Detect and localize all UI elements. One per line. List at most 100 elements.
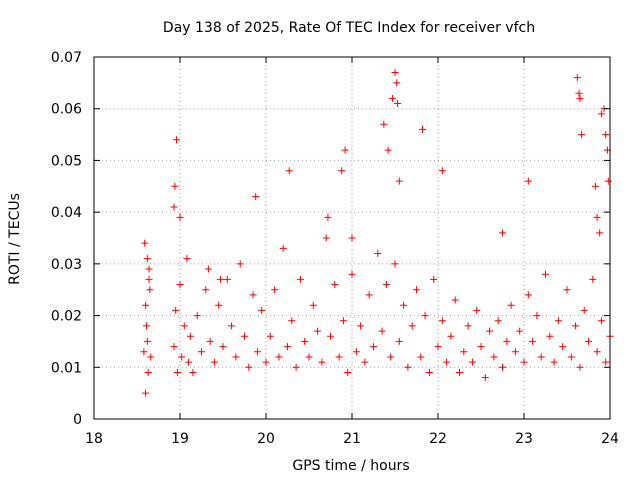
data-point: [180, 322, 188, 330]
y-axis-tick-labels: 0 0.01 0.02 0.03 0.04 0.05 0.06 0.07: [51, 50, 82, 428]
data-point: [604, 177, 612, 185]
data-point: [344, 368, 352, 376]
y-tick-label: 0.04: [51, 205, 82, 221]
data-point: [593, 213, 601, 221]
data-point: [142, 301, 150, 309]
data-point: [252, 193, 260, 201]
data-point: [503, 337, 511, 345]
data-point: [395, 337, 403, 345]
data-point: [460, 348, 468, 356]
x-tick-label: 18: [85, 431, 103, 447]
x-tick-label: 20: [257, 431, 275, 447]
data-point: [589, 275, 597, 283]
data-point: [309, 301, 317, 309]
data-point: [417, 353, 425, 361]
data-point: [481, 374, 489, 382]
data-point: [171, 182, 179, 190]
data-point: [178, 353, 186, 361]
data-point: [305, 353, 313, 361]
data-point: [593, 348, 601, 356]
data-point: [597, 317, 605, 325]
data-point: [425, 368, 433, 376]
data-point: [143, 255, 151, 263]
data-point: [361, 358, 369, 366]
x-tick-label: 22: [429, 431, 447, 447]
data-point: [142, 389, 150, 397]
data-point: [258, 306, 266, 314]
data-point: [391, 69, 399, 77]
data-point: [542, 270, 549, 278]
data-point: [198, 348, 205, 356]
data-point: [404, 363, 412, 371]
data-point: [464, 322, 472, 330]
data-point: [585, 337, 592, 345]
data-point: [172, 306, 180, 314]
data-point: [602, 131, 610, 139]
data-point: [597, 110, 605, 118]
data-point: [365, 291, 373, 299]
data-point: [477, 343, 485, 351]
data-point: [602, 358, 610, 366]
data-point: [395, 177, 403, 185]
data-point: [419, 125, 427, 133]
data-point: [210, 358, 218, 366]
data-point: [236, 260, 244, 268]
data-point: [204, 265, 212, 273]
data-point: [575, 89, 583, 97]
data-point: [271, 286, 279, 294]
data-point: [232, 353, 240, 361]
data-point: [206, 337, 214, 345]
data-point: [387, 353, 395, 361]
data-point: [301, 337, 309, 345]
data-point: [591, 182, 599, 190]
x-axis-label: GPS time / hours: [292, 458, 409, 474]
data-point: [314, 327, 322, 335]
data-point: [189, 368, 197, 376]
data-point: [576, 94, 584, 102]
data-point: [451, 296, 459, 304]
data-point: [324, 213, 332, 221]
x-tick-label: 21: [343, 431, 361, 447]
data-point: [443, 358, 451, 366]
data-point: [456, 368, 463, 376]
data-point: [524, 177, 532, 185]
data-point: [567, 353, 575, 361]
data-point: [292, 363, 300, 371]
data-point: [348, 234, 356, 242]
data-point: [374, 250, 382, 258]
data-point: [183, 255, 191, 263]
data-point: [524, 291, 532, 299]
data-point: [516, 327, 524, 335]
data-point: [546, 332, 554, 340]
data-point: [341, 146, 349, 154]
data-point: [143, 337, 151, 345]
data-point: [318, 358, 326, 366]
data-point: [173, 368, 181, 376]
axis-ticks: [93, 56, 611, 420]
data-point: [384, 146, 392, 154]
data-point: [170, 343, 178, 351]
data-point: [486, 327, 494, 335]
data-point: [223, 275, 231, 283]
data-point: [370, 343, 377, 351]
y-tick-label: 0.07: [51, 50, 82, 66]
data-point: [537, 353, 545, 361]
data-point: [262, 358, 270, 366]
data-point: [507, 301, 515, 309]
data-point: [468, 358, 476, 366]
data-point: [186, 332, 194, 340]
data-point: [284, 343, 291, 351]
data-point: [215, 301, 223, 309]
data-point: [421, 312, 429, 320]
data-point: [438, 317, 446, 325]
data-point: [338, 167, 346, 175]
data-point: [173, 136, 181, 144]
data-point: [550, 358, 558, 366]
data-point: [339, 317, 347, 325]
data-point: [279, 244, 287, 252]
data-point: [144, 368, 152, 376]
data-point: [393, 79, 401, 87]
data-point: [573, 74, 581, 82]
data-point: [378, 327, 386, 335]
